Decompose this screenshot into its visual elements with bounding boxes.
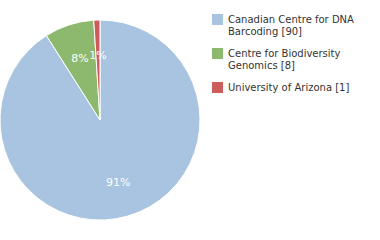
data-label: 1%	[89, 49, 106, 62]
legend-label: Canadian Centre for DNABarcoding [90]	[228, 14, 354, 37]
data-label: 91%	[106, 176, 130, 189]
legend-item: Canadian Centre for DNABarcoding [90]	[212, 14, 354, 37]
pie-slice	[94, 20, 100, 120]
pie	[0, 20, 200, 220]
legend-swatch	[212, 14, 223, 25]
legend-item: University of Arizona [1]	[212, 82, 349, 94]
legend-label: University of Arizona [1]	[228, 82, 349, 93]
chart: 91% 8%1% Canadian Centre for DNABarcoding …	[0, 0, 380, 240]
legend: Canadian Centre for DNABarcoding [90] Cen…	[212, 14, 354, 94]
legend-swatch	[212, 48, 223, 59]
legend-label: Centre for BiodiversityGenomics [8]	[228, 48, 341, 71]
data-label: 8%	[71, 52, 88, 65]
pie-slice	[46, 20, 100, 120]
pie-slice	[0, 20, 200, 220]
legend-item: Centre for BiodiversityGenomics [8]	[212, 48, 341, 71]
legend-swatch	[212, 82, 223, 93]
data-labels: 91% 8%1%	[71, 49, 130, 189]
